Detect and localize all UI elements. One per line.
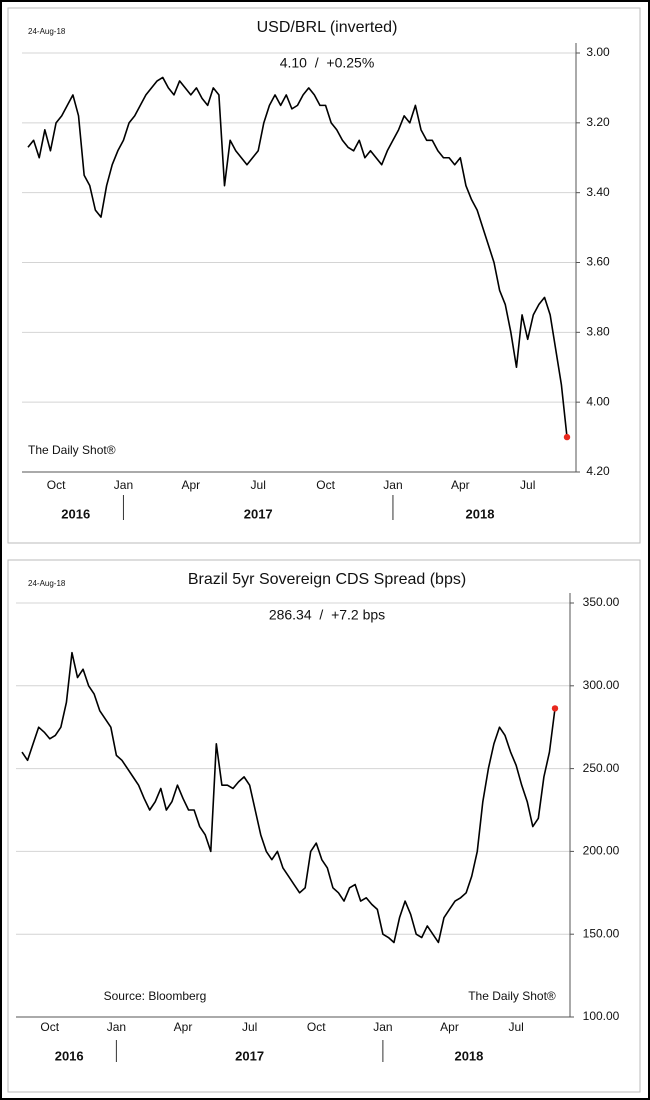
x-tick-label: Apr [451,478,470,492]
y-tick-label: 150.00 [583,926,620,940]
x-tick-label: Jul [251,478,266,492]
x-tick-label: Oct [307,1020,326,1034]
watermark: The Daily Shot® [28,443,116,457]
y-tick-label: 3.20 [586,115,610,129]
chart-title: Brazil 5yr Sovereign CDS Spread (bps) [188,571,466,588]
x-tick-label: Apr [440,1020,459,1034]
y-tick-label: 3.00 [586,45,610,59]
y-tick-label: 250.00 [583,761,620,775]
x-tick-label: Jul [242,1020,257,1034]
y-tick-label: 200.00 [583,844,620,858]
x-tick-label: Jul [508,1020,523,1034]
y-tick-label: 100.00 [583,1009,620,1023]
chart-subtitle: 286.34 / +7.2 bps [269,607,385,623]
year-label: 2018 [454,1048,483,1063]
date-label: 24-Aug-18 [28,27,66,36]
watermark: The Daily Shot® [468,989,556,1003]
year-label: 2016 [61,506,90,521]
price-line [21,651,556,944]
last-point [563,433,571,441]
y-tick-label: 3.40 [586,185,610,199]
y-tick-label: 3.80 [586,325,610,339]
x-tick-label: Oct [316,478,335,492]
year-label: 2017 [235,1048,264,1063]
year-label: 2018 [466,506,495,521]
x-tick-label: Jan [383,478,402,492]
x-tick-label: Oct [40,1020,59,1034]
y-tick-label: 4.20 [586,464,610,478]
chart-title: USD/BRL (inverted) [257,19,398,36]
x-tick-label: Jan [114,478,133,492]
chart-subtitle: 4.10 / +0.25% [280,55,375,71]
y-tick-label: 3.60 [586,255,610,269]
y-tick-label: 4.00 [586,394,610,408]
date-label: 24-Aug-18 [28,579,66,588]
x-tick-label: Jul [520,478,535,492]
x-tick-label: Apr [174,1020,193,1034]
x-tick-label: Jan [373,1020,392,1034]
x-tick-label: Apr [181,478,200,492]
panel-frame [7,559,641,1093]
x-tick-label: Jan [107,1020,126,1034]
source-note: Source: Bloomberg [104,989,207,1003]
year-label: 2017 [244,506,273,521]
year-label: 2016 [55,1048,84,1063]
y-tick-label: 350.00 [583,595,620,609]
y-tick-label: 300.00 [583,678,620,692]
panel-frame [7,7,641,544]
x-tick-label: Oct [47,478,66,492]
last-point [551,705,559,712]
price-line [27,76,568,438]
